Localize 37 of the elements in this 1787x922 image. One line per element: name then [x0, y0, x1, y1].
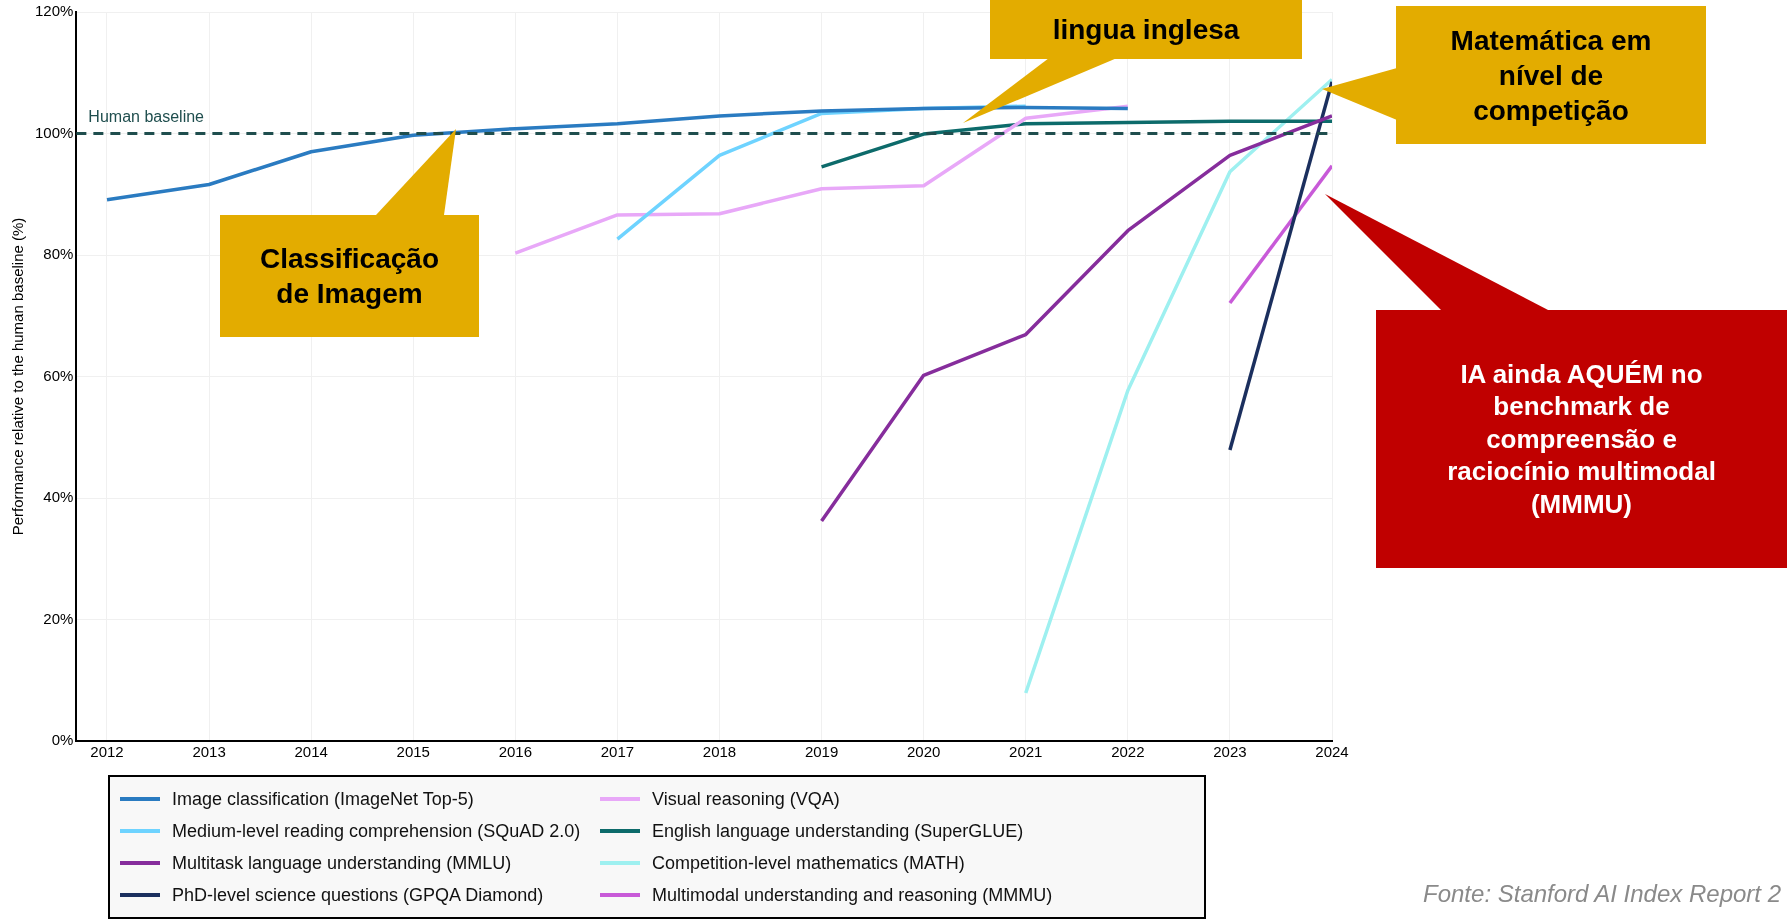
y-tick-label: 0%: [51, 731, 74, 749]
legend-label: English language understanding (SuperGLUE): [652, 820, 1024, 842]
y-tick-label: 60%: [43, 366, 74, 384]
x-tick-label: 2017: [600, 743, 635, 761]
y-tick-label: 20%: [43, 609, 74, 627]
y-tick-label: 120%: [34, 2, 74, 20]
callout: Classificação de Imagem: [220, 129, 479, 337]
legend-label: Image classification (ImageNet Top-5): [172, 788, 474, 810]
legend-label: Multitask language understanding (MMLU): [172, 852, 512, 874]
x-tick-label: 2020: [906, 743, 941, 761]
y-tick-label: 40%: [43, 488, 74, 506]
y-axis-title: Performance relative to the human baseline (%): [9, 217, 27, 536]
x-tick-label: 2012: [90, 743, 124, 761]
legend-label: Multimodal understanding and reasoning (MMMU): [652, 884, 1053, 906]
x-tick-label: 2023: [1213, 743, 1247, 761]
y-tick-label: 80%: [43, 245, 74, 263]
x-tick-label: 2021: [1009, 743, 1043, 761]
ref-line-label: Human baseline: [88, 107, 205, 125]
x-tick-label: 2015: [396, 743, 430, 761]
callout: lingua inglesa: [963, 0, 1302, 123]
source-note: Fonte: Stanford AI Index Report 2: [1423, 880, 1781, 907]
x-tick-label: 2024: [1315, 743, 1349, 761]
x-tick-label: 2019: [804, 743, 839, 761]
callout: Matemática em nível de competição: [1322, 6, 1706, 144]
legend-label: PhD-level science questions (GPQA Diamond): [172, 884, 544, 906]
legend-label: Visual reasoning (VQA): [652, 788, 840, 810]
annotation: Classificação de Imagem: [259, 242, 440, 311]
x-tick-label: 2016: [498, 743, 533, 761]
legend-label: Medium-level reading comprehension (SQuAD 2.0): [172, 820, 581, 842]
x-tick-label: 2014: [294, 743, 328, 761]
x-tick-label: 2022: [1111, 743, 1145, 761]
x-tick-label: 2013: [192, 743, 226, 761]
callout: IA ainda AQUÉM no benchmark de compreensão e raciocínio multimodal (MMMU): [1325, 194, 1787, 568]
y-tick-label: 100%: [34, 123, 74, 141]
x-tick-label: 2018: [702, 743, 737, 761]
annotation: lingua inglesa: [1052, 13, 1240, 47]
legend-label: Competition-level mathematics (MATH): [652, 852, 965, 874]
